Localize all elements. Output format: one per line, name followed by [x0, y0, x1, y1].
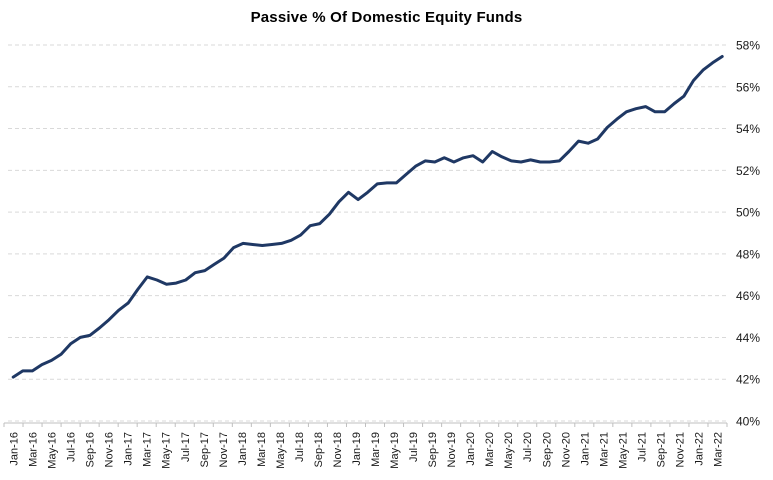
x-axis-tick-label: Jul-17: [180, 432, 192, 462]
x-axis-tick-label: Jul-20: [522, 432, 534, 462]
x-axis-tick-label: Mar-20: [484, 432, 496, 467]
y-axis-tick-label: 56%: [736, 80, 760, 94]
x-axis-tick-label: May-21: [617, 432, 629, 469]
y-axis-tick-label: 42%: [736, 373, 760, 387]
x-axis-tick-label: Mar-21: [598, 432, 610, 467]
x-axis-tick-label: Sep-21: [655, 432, 667, 467]
x-axis-tick-label: Sep-17: [199, 432, 211, 467]
x-axis-tick-label: Jan-18: [237, 432, 249, 466]
x-axis-tick-label: Nov-21: [674, 432, 686, 467]
x-axis-tick-label: May-20: [503, 432, 515, 469]
x-axis-tick-label: May-19: [389, 432, 401, 469]
x-axis-tick-label: Mar-22: [712, 432, 724, 467]
y-axis-tick-label: 44%: [736, 331, 760, 345]
x-axis-tick-label: Sep-18: [313, 432, 325, 467]
x-axis-tick-label: May-16: [47, 432, 59, 469]
y-axis-tick-label: 58%: [736, 39, 760, 53]
y-axis-tick-label: 50%: [736, 206, 760, 220]
x-axis-tick-label: Jan-19: [351, 432, 363, 466]
data-line-passive-percent: [11, 55, 724, 379]
x-axis-tick-label: May-17: [161, 432, 173, 469]
x-axis-tick-label: Mar-17: [142, 432, 154, 467]
x-axis-tick-label: Mar-18: [256, 432, 268, 467]
x-axis-tick-label: Jul-19: [408, 432, 420, 462]
x-axis-tick-label: Jan-22: [693, 432, 705, 466]
x-axis-tick-label: Jan-17: [123, 432, 135, 466]
y-axis-tick-label: 46%: [736, 289, 760, 303]
y-axis-tick-label: 54%: [736, 122, 760, 136]
x-axis-tick-label: Jan-21: [579, 432, 591, 466]
x-axis-tick-label: Sep-19: [427, 432, 439, 467]
x-axis-tick-label: Nov-20: [560, 432, 572, 467]
x-axis-tick-label: Jan-20: [465, 432, 477, 466]
x-axis-tick-label: Jul-18: [294, 432, 306, 462]
x-axis-tick-label: May-18: [275, 432, 287, 469]
x-axis-tick-label: Jul-21: [636, 432, 648, 462]
x-axis-tick-label: Jan-16: [9, 432, 21, 466]
x-axis-tick-label: Jul-16: [66, 432, 78, 462]
y-axis-tick-label: 48%: [736, 247, 760, 261]
y-axis-tick-label: 40%: [736, 415, 760, 429]
x-axis-tick-label: Nov-19: [446, 432, 458, 467]
x-axis-tick-label: Nov-16: [104, 432, 116, 467]
x-axis-tick-label: Mar-19: [370, 432, 382, 467]
x-axis-tick-label: Sep-20: [541, 432, 553, 467]
x-axis-tick-label: Nov-17: [218, 432, 230, 467]
x-axis-tick-label: Nov-18: [332, 432, 344, 467]
y-axis-tick-label: 52%: [736, 164, 760, 178]
chart-title: Passive % Of Domestic Equity Funds: [250, 9, 523, 26]
x-axis-tick-label: Mar-16: [28, 432, 40, 467]
x-axis-tick-label: Sep-16: [85, 432, 97, 467]
